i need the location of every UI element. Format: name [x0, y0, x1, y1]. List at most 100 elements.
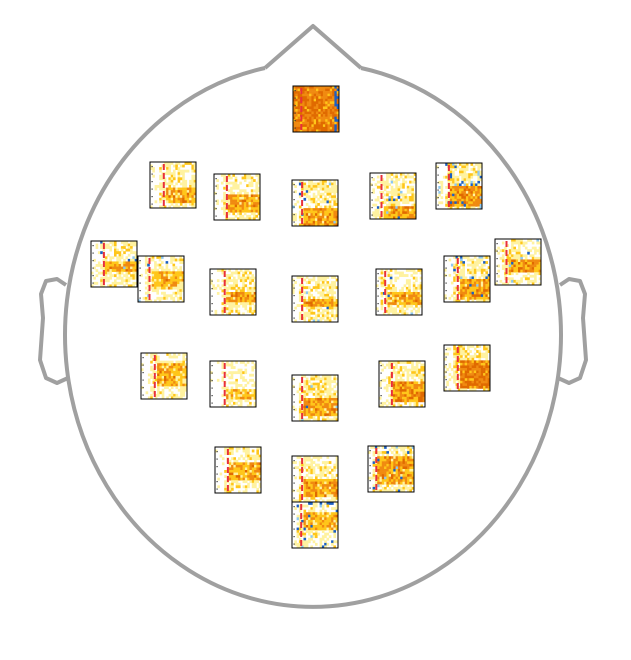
- axis-tick: [294, 498, 295, 499]
- axis-tick: [294, 394, 295, 395]
- axis-tick: [294, 409, 295, 410]
- axis-tick: [446, 349, 447, 350]
- axis-tick: [294, 199, 295, 200]
- channel-panel: [370, 173, 416, 219]
- channel-panel: [141, 353, 187, 399]
- axis-tick: [381, 403, 382, 404]
- axis-tick: [378, 288, 379, 289]
- axis-tick: [143, 365, 144, 366]
- channel-panel: [444, 256, 490, 302]
- channel-panel: [292, 180, 338, 226]
- axis-tick: [372, 200, 373, 201]
- axis-tick: [370, 458, 371, 459]
- axis-tick: [294, 483, 295, 484]
- channel-panel: [376, 269, 422, 315]
- axis-tick: [381, 365, 382, 366]
- axis-tick: [294, 468, 295, 469]
- channel-panel: [210, 361, 256, 407]
- axis-tick: [497, 251, 498, 252]
- axis-tick: [294, 460, 295, 461]
- axis-tick: [294, 192, 295, 193]
- axis-tick: [446, 298, 447, 299]
- axis-tick: [295, 98, 296, 99]
- axis-tick: [217, 466, 218, 467]
- axis-tick: [143, 357, 144, 358]
- axis-tick: [372, 185, 373, 186]
- axis-tick: [140, 283, 141, 284]
- axis-tick: [294, 506, 295, 507]
- axis-tick: [212, 281, 213, 282]
- axis-tick: [212, 373, 213, 374]
- channel-panel: [210, 269, 256, 315]
- axis-tick: [438, 205, 439, 206]
- axis-tick: [152, 174, 153, 175]
- axis-tick: [438, 190, 439, 191]
- channel-panel: [444, 345, 490, 391]
- channel-panel: [292, 456, 338, 502]
- axis-tick: [294, 379, 295, 380]
- axis-tick: [294, 490, 295, 491]
- axis-tick: [140, 298, 141, 299]
- axis-tick: [294, 544, 295, 545]
- axis-tick: [370, 480, 371, 481]
- axis-tick: [140, 290, 141, 291]
- channel-panel: [495, 239, 541, 285]
- axis-tick: [216, 216, 217, 217]
- channel-panel: [214, 174, 260, 220]
- axis-tick: [294, 214, 295, 215]
- axis-tick: [93, 253, 94, 254]
- axis-tick: [93, 283, 94, 284]
- axis-tick: [217, 474, 218, 475]
- channel-panels: [91, 86, 541, 548]
- axis-tick: [93, 268, 94, 269]
- axis-tick: [152, 181, 153, 182]
- axis-tick: [212, 403, 213, 404]
- axis-tick: [217, 481, 218, 482]
- axis-tick: [212, 380, 213, 381]
- axis-tick: [294, 222, 295, 223]
- axis-tick: [217, 451, 218, 452]
- axis-tick: [212, 288, 213, 289]
- axis-tick: [438, 167, 439, 168]
- axis-tick: [378, 311, 379, 312]
- channel-panel: [292, 502, 338, 548]
- channel-panel: [150, 162, 196, 208]
- axis-tick: [143, 395, 144, 396]
- axis-tick: [212, 303, 213, 304]
- axis-tick: [294, 288, 295, 289]
- axis-tick: [143, 372, 144, 373]
- axis-tick: [93, 260, 94, 261]
- axis-tick: [294, 521, 295, 522]
- axis-tick: [93, 245, 94, 246]
- axis-tick: [381, 395, 382, 396]
- axis-tick: [294, 184, 295, 185]
- axis-tick: [217, 459, 218, 460]
- axis-tick: [372, 207, 373, 208]
- axis-tick: [294, 529, 295, 530]
- axis-tick: [140, 260, 141, 261]
- axis-tick: [294, 387, 295, 388]
- axis-tick: [497, 258, 498, 259]
- channel-panel: [292, 276, 338, 322]
- axis-tick: [378, 273, 379, 274]
- channel-panel: [436, 163, 482, 209]
- axis-tick: [152, 189, 153, 190]
- axis-tick: [370, 473, 371, 474]
- axis-tick: [446, 260, 447, 261]
- axis-tick: [152, 196, 153, 197]
- axis-tick: [438, 175, 439, 176]
- axis-tick: [497, 273, 498, 274]
- axis-tick: [216, 201, 217, 202]
- axis-tick: [294, 295, 295, 296]
- channel-panel: [91, 241, 137, 287]
- axis-tick: [446, 364, 447, 365]
- axis-tick: [212, 365, 213, 366]
- axis-tick: [378, 296, 379, 297]
- axis-tick: [294, 536, 295, 537]
- channel-panel: [293, 86, 339, 132]
- axis-tick: [294, 303, 295, 304]
- axis-tick: [446, 275, 447, 276]
- axis-tick: [378, 303, 379, 304]
- axis-tick: [140, 275, 141, 276]
